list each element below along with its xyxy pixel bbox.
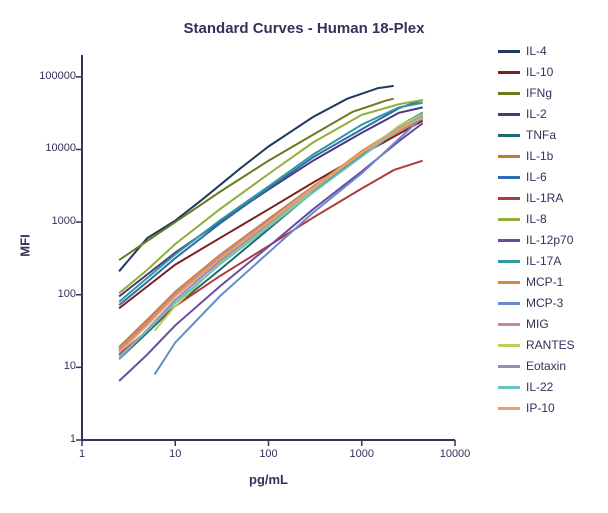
- legend-item: IL-1b: [498, 149, 575, 163]
- legend-item: IL-8: [498, 212, 575, 226]
- x-tick-label: 1: [64, 448, 100, 460]
- legend-swatch: [498, 113, 520, 116]
- legend-swatch: [498, 197, 520, 200]
- legend-swatch: [498, 281, 520, 284]
- chart-container: Standard Curves - Human 18-Plex MFI pg/m…: [0, 0, 608, 513]
- y-tick-label: 100: [30, 288, 76, 300]
- legend-swatch: [498, 50, 520, 53]
- legend-item: IFNg: [498, 86, 575, 100]
- legend-label: IL-10: [526, 65, 553, 79]
- legend-label: IFNg: [526, 86, 552, 100]
- legend-swatch: [498, 386, 520, 389]
- legend-swatch: [498, 92, 520, 95]
- legend-item: IL-17A: [498, 254, 575, 268]
- legend-item: MIG: [498, 317, 575, 331]
- legend-item: IP-10: [498, 401, 575, 415]
- legend-item: IL-4: [498, 44, 575, 58]
- legend-item: IL-6: [498, 170, 575, 184]
- series-line: [119, 123, 423, 381]
- legend-item: RANTES: [498, 338, 575, 352]
- series-line: [119, 115, 423, 357]
- legend-swatch: [498, 218, 520, 221]
- legend: IL-4 IL-10 IFNg IL-2 TNFa IL-1b IL-6 IL-1RA IL-8…: [498, 44, 575, 422]
- series-line: [155, 114, 423, 331]
- legend-label: MIG: [526, 317, 549, 331]
- legend-label: IL-4: [526, 44, 547, 58]
- legend-swatch: [498, 239, 520, 242]
- legend-label: Eotaxin: [526, 359, 566, 373]
- x-tick-label: 10000: [437, 448, 473, 460]
- legend-item: MCP-1: [498, 275, 575, 289]
- legend-item: Eotaxin: [498, 359, 575, 373]
- legend-swatch: [498, 176, 520, 179]
- legend-swatch: [498, 134, 520, 137]
- y-tick-label: 1: [30, 433, 76, 445]
- legend-item: IL-10: [498, 65, 575, 79]
- series-line: [119, 117, 423, 359]
- series-line: [119, 100, 423, 305]
- series-line: [119, 113, 423, 359]
- x-tick-label: 10: [157, 448, 193, 460]
- legend-label: MCP-3: [526, 296, 563, 310]
- legend-item: MCP-3: [498, 296, 575, 310]
- legend-swatch: [498, 407, 520, 410]
- legend-swatch: [498, 344, 520, 347]
- legend-swatch: [498, 71, 520, 74]
- legend-swatch: [498, 302, 520, 305]
- legend-item: IL-1RA: [498, 191, 575, 205]
- legend-swatch: [498, 260, 520, 263]
- y-axis-label: MFI: [18, 234, 33, 256]
- x-tick-label: 1000: [344, 448, 380, 460]
- legend-label: IL-22: [526, 380, 553, 394]
- series-line: [119, 121, 423, 309]
- legend-label: IP-10: [526, 401, 555, 415]
- chart-title: Standard Curves - Human 18-Plex: [0, 20, 608, 37]
- x-tick-label: 100: [251, 448, 287, 460]
- legend-swatch: [498, 155, 520, 158]
- legend-item: IL-12p70: [498, 233, 575, 247]
- legend-swatch: [498, 365, 520, 368]
- legend-label: TNFa: [526, 128, 556, 142]
- legend-item: TNFa: [498, 128, 575, 142]
- legend-item: IL-2: [498, 107, 575, 121]
- legend-label: RANTES: [526, 338, 575, 352]
- x-axis-label: pg/mL: [82, 472, 455, 487]
- legend-label: IL-1b: [526, 149, 553, 163]
- legend-label: IL-8: [526, 212, 547, 226]
- y-tick-label: 100000: [30, 70, 76, 82]
- legend-label: MCP-1: [526, 275, 563, 289]
- legend-label: IL-17A: [526, 254, 561, 268]
- y-tick-label: 10: [30, 360, 76, 372]
- legend-swatch: [498, 323, 520, 326]
- legend-item: IL-22: [498, 380, 575, 394]
- y-tick-label: 1000: [30, 215, 76, 227]
- y-tick-label: 10000: [30, 142, 76, 154]
- legend-label: IL-6: [526, 170, 547, 184]
- legend-label: IL-1RA: [526, 191, 563, 205]
- legend-label: IL-12p70: [526, 233, 573, 247]
- legend-label: IL-2: [526, 107, 547, 121]
- plot-area: [82, 55, 465, 450]
- series-line: [119, 161, 423, 355]
